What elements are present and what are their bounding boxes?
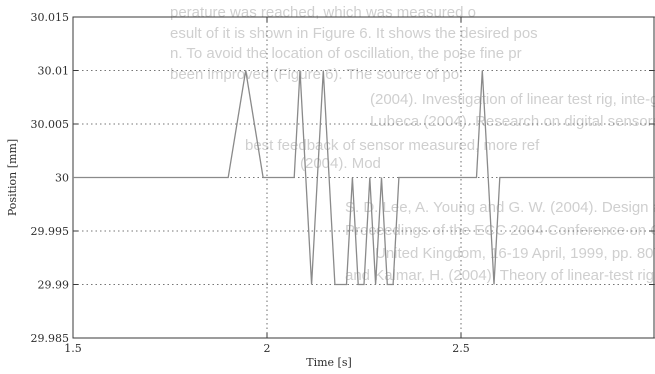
tick-layer: 29.985 29.99 29.995 30 30.005 30.01 30.015 1.5 2… [31,11,654,355]
y-tick-label: 30.015 [31,11,70,24]
bleed-through-text-line: (2004). Mod [300,155,381,172]
x-tick-label: 2.5 [452,342,470,355]
bleed-through-text-line: and Kalmar, H. (2004). Theory of linear-… [345,267,655,284]
y-tick-label: 29.985 [31,332,70,345]
bleed-through-text-line: Lubeca (2004). Research on digital senso… [370,113,655,130]
bleed-through-text-line: United Kingdom, 16-19 April, 1999, pp. 8… [375,245,655,262]
bleed-through-text-line: n. To avoid the location of oscillation,… [170,45,522,62]
bleed-through-text-line: been improved (Figure 6). The source of … [170,66,459,83]
y-tick-label: 29.99 [38,279,70,292]
series-layer [73,70,655,286]
bleed-through-text-line: esult of it is shown in Figure 6. It sho… [170,25,538,42]
bleed-through-text-line: Proceedings of the ECC 2004 Conference o… [345,222,655,239]
y-axis-label: Position [mm] [6,139,19,216]
bleed-through-text-line: S. D. Lee, A. Young and G. W. (2004). De… [345,199,655,216]
x-tick-label: 2 [264,342,271,355]
bleed-through-text-line: (2004). Investigation of linear test rig… [370,91,655,108]
y-tick-label: 30.01 [38,65,70,78]
y-tick-label: 30 [55,172,69,185]
position-series-line [73,70,655,286]
x-axis-label: Time [s] [306,356,352,369]
y-tick-label: 29.995 [31,225,70,238]
x-tick-label: 1.5 [64,342,82,355]
y-tick-label: 30.005 [31,118,70,131]
